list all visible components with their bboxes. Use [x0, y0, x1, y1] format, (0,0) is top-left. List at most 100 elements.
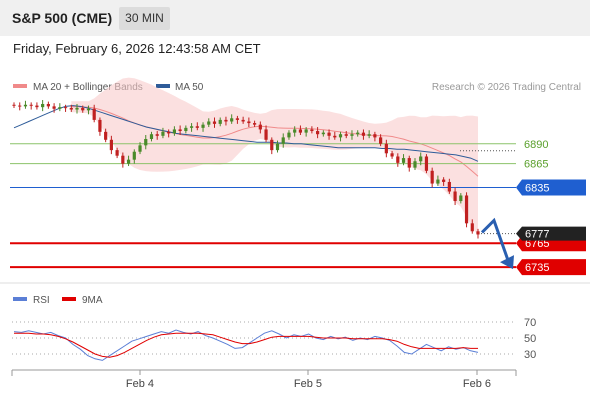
candle-body	[224, 119, 228, 122]
candle-body	[476, 231, 480, 235]
rsi-gridlines: 70 50 30	[12, 317, 536, 361]
level-label-6735: 6735	[525, 262, 549, 274]
candle-body	[407, 158, 411, 168]
candle-body	[104, 131, 108, 140]
candle-body	[430, 170, 434, 184]
candle-body	[86, 108, 91, 111]
candle-body	[138, 145, 142, 152]
rsi-line	[13, 329, 479, 361]
candle-body	[81, 107, 85, 111]
candle-body	[241, 119, 245, 122]
candle-body	[316, 131, 320, 135]
candle-body	[361, 132, 366, 136]
candle-body	[149, 134, 154, 139]
candle-body	[121, 155, 125, 164]
candle-body	[12, 104, 16, 106]
candle-body	[18, 105, 22, 107]
candle-body	[344, 134, 348, 136]
candle-body	[63, 107, 68, 109]
candle-body	[167, 131, 171, 134]
rsi-tick-50: 50	[524, 333, 536, 345]
candle-body	[172, 129, 176, 134]
candle-body	[69, 107, 73, 110]
candle-body	[23, 104, 28, 107]
candle-body	[379, 137, 383, 144]
candle-body	[464, 195, 469, 224]
candle-body	[304, 129, 308, 133]
candle-body	[109, 139, 113, 151]
x-tick-label: Feb 5	[294, 378, 322, 390]
main-legend: MA 20 + Bollinger Bands MA 50 Research ©…	[13, 82, 581, 93]
candle-body	[144, 138, 148, 146]
candle-body	[390, 153, 394, 157]
x-tick-label: Feb 6	[463, 378, 491, 390]
candle-body	[281, 137, 285, 144]
candle-body	[92, 108, 96, 120]
rsi-tick-30: 30	[524, 349, 536, 361]
level-labels: 6890 6865 6835 6765 6735 6777	[516, 139, 586, 276]
candle-body	[189, 126, 194, 128]
candle-body	[195, 126, 199, 128]
candle-body	[212, 121, 217, 124]
candle-body	[35, 105, 39, 108]
bollinger-band-area	[71, 77, 479, 236]
candle-body	[350, 134, 354, 136]
candle-body	[338, 134, 343, 138]
candle-body	[115, 150, 119, 156]
candle-body	[29, 104, 33, 106]
level-label-6765: 6765	[525, 238, 549, 250]
legend-swatch-9ma	[62, 297, 76, 301]
candle-body	[401, 158, 406, 163]
rsi-lines	[13, 329, 479, 361]
candle-body	[235, 118, 240, 120]
candle-body	[184, 127, 188, 132]
candle-body	[442, 179, 446, 182]
key-levels	[10, 143, 516, 269]
instrument-title: S&P 500 (CME)	[12, 10, 113, 26]
candle-body	[373, 134, 377, 138]
candle-body	[436, 179, 440, 184]
candle-body	[321, 132, 325, 135]
level-label-6890: 6890	[524, 139, 548, 151]
candle-body	[258, 124, 262, 130]
timeframe-badge[interactable]: 30 MIN	[119, 7, 170, 30]
candle-body	[201, 124, 205, 128]
candle-body	[264, 129, 268, 140]
candle-body	[207, 121, 211, 125]
candle-body	[453, 191, 457, 202]
candle-body	[310, 129, 314, 132]
legend-label-rsi: RSI	[33, 295, 50, 306]
legend-label-9ma: 9MA	[82, 295, 103, 306]
candle-body	[356, 132, 360, 135]
legend-swatch-bollinger	[13, 84, 27, 88]
legend-swatch-rsi	[13, 297, 27, 301]
last-price-tag	[516, 226, 586, 241]
candle-body	[252, 123, 257, 125]
level-tag-6835	[516, 179, 586, 196]
legend-swatch-ma50	[156, 84, 170, 88]
forecast-arrow-line	[480, 217, 511, 264]
candle-body	[178, 129, 182, 132]
candle-body	[293, 129, 297, 133]
forecast-arrow-head	[500, 255, 514, 270]
last-price-label: 6777	[525, 229, 549, 241]
legend-label-ma50: MA 50	[175, 82, 204, 93]
level-label-6865: 6865	[524, 159, 548, 171]
candle-body	[470, 223, 474, 232]
rsi-legend: RSI 9MA	[13, 295, 103, 306]
candle-body	[41, 103, 45, 108]
candle-body	[384, 143, 388, 154]
candle-body	[287, 132, 291, 138]
candle-body	[132, 151, 136, 160]
legend-label-bollinger: MA 20 + Bollinger Bands	[33, 82, 143, 93]
copyright: Research © 2026 Trading Central	[432, 82, 581, 93]
candle-body	[230, 118, 234, 122]
candle-body	[161, 131, 165, 136]
level-label-6835: 6835	[525, 183, 549, 195]
bollinger-bands	[71, 77, 479, 236]
ma50-line	[13, 105, 479, 162]
candle-body	[270, 139, 274, 151]
candle-body	[419, 156, 423, 162]
candle-body	[298, 129, 303, 133]
